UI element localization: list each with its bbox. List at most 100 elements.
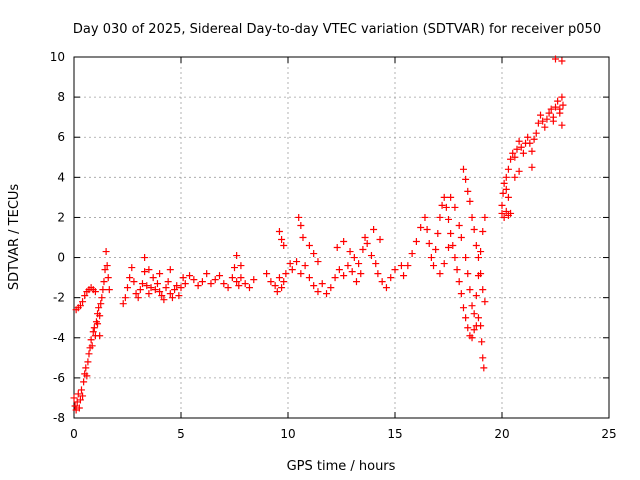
data-point [472,292,480,300]
data-point [517,143,525,151]
data-point [481,298,489,306]
data-point [519,149,527,157]
data-point [134,294,142,302]
data-point [524,133,532,141]
y-tick-label: 2 [57,210,65,224]
data-point [451,203,459,211]
data-point [545,109,553,117]
data-point [207,280,215,288]
data-point [91,288,99,296]
data-point [355,260,363,268]
data-point [80,378,88,386]
data-point [547,105,555,113]
data-point [275,274,283,282]
data-point [160,296,168,304]
data-point [502,207,510,215]
data-point [241,280,249,288]
data-point [511,173,519,181]
x-tick-label: 5 [177,427,185,441]
data-point [138,280,146,288]
data-point [507,155,515,163]
data-point [348,268,356,276]
data-point [451,254,459,262]
data-point [462,254,470,262]
data-point [97,300,105,308]
data-point [149,274,157,282]
data-point [231,264,238,272]
data-point [166,290,174,298]
data-point [297,270,305,278]
y-tick-label: -4 [53,331,65,345]
data-point [507,209,515,217]
data-point [314,258,322,266]
data-point [526,139,534,147]
y-axis-label: SDTVAR / TECUs [7,184,22,291]
data-point [479,286,487,294]
data-point [455,221,463,229]
data-point [235,282,243,290]
data-point [479,354,487,362]
data-point [498,209,506,217]
data-point [470,326,478,334]
data-point [344,262,352,270]
data-point [556,109,564,117]
data-point [96,312,104,320]
data-point [481,213,489,221]
data-point [89,328,97,336]
data-point [539,117,547,125]
y-tick-label: -2 [53,291,65,305]
data-point [559,101,567,109]
data-point [464,324,472,332]
data-point [98,294,106,302]
data-point [164,278,172,286]
data-point [273,288,281,296]
data-point [408,250,416,258]
y-tick-label: 4 [57,170,65,184]
data-point [477,322,485,330]
data-point [280,278,288,286]
data-point [181,280,189,288]
data-point [382,284,390,292]
data-point [387,274,395,282]
data-point [447,193,455,201]
data-point [96,332,104,340]
data-point [74,390,82,398]
data-series-sdtvar [70,55,567,414]
data-point [412,238,420,246]
data-point [194,282,202,290]
data-point [462,314,470,322]
data-point [233,278,241,286]
data-point [310,250,318,258]
data-point [88,342,96,350]
data-point [95,304,103,312]
data-point [83,372,91,380]
data-point [466,286,474,294]
data-point [301,262,309,270]
data-point [145,266,153,274]
data-point [449,242,457,250]
data-point [528,163,536,171]
data-point [374,270,382,278]
data-point [82,364,90,372]
data-point [79,298,87,306]
data-point [513,145,521,153]
data-point [216,272,224,280]
data-point [498,201,506,209]
data-point [480,364,488,372]
data-point [299,234,307,241]
data-point [468,302,476,310]
data-point [75,404,83,412]
data-point [359,246,367,254]
data-point [126,274,134,282]
data-point [263,270,271,278]
data-point [425,240,433,248]
data-point [128,264,136,272]
data-point [293,258,301,266]
x-tick-label: 0 [70,427,78,441]
data-point [79,392,87,400]
data-point [130,278,138,286]
data-point [286,260,294,268]
data-point [141,254,149,262]
data-point [105,286,113,294]
data-point [549,117,557,125]
